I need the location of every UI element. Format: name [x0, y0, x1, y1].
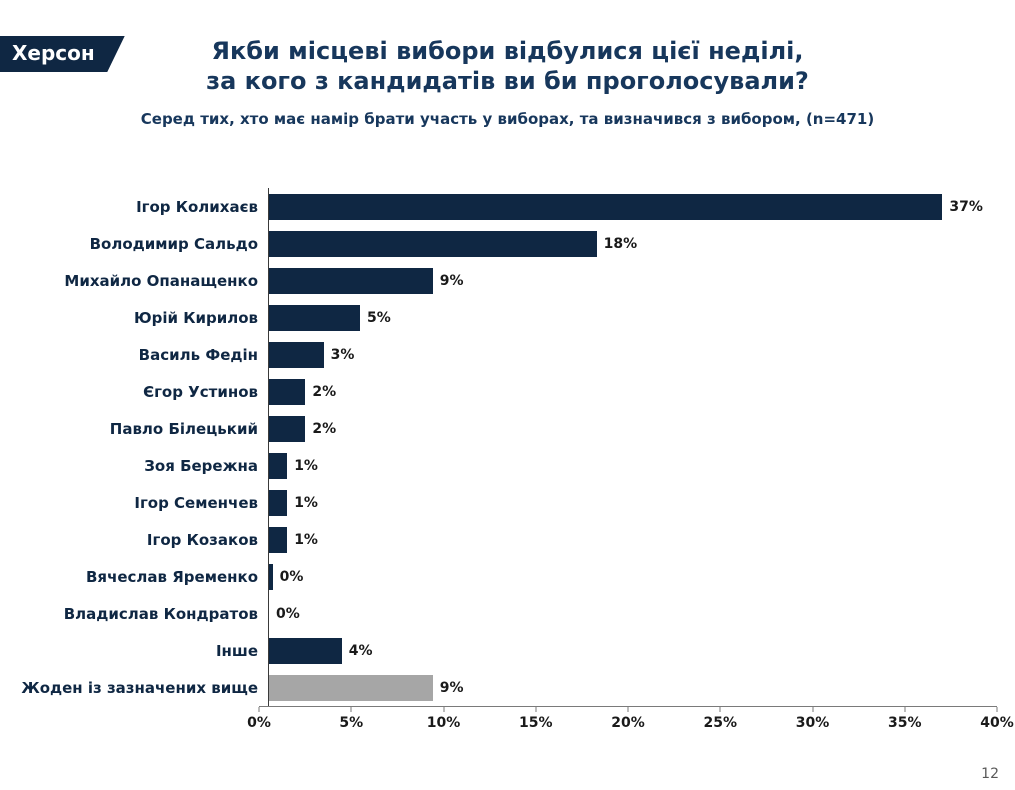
- value-label: 5%: [367, 309, 391, 326]
- bar: [269, 267, 433, 294]
- value-label: 9%: [439, 679, 464, 696]
- bar: [269, 637, 342, 664]
- bar-area: 2%: [268, 410, 997, 447]
- bar-area: 4%: [268, 632, 997, 669]
- chart-row: Інше 4%: [10, 632, 997, 669]
- category-label: Єгор Устинов: [143, 382, 258, 401]
- x-tick-label: 15%: [518, 715, 553, 731]
- category-label: Вячеслав Яременко: [86, 567, 258, 586]
- bar: [269, 304, 360, 331]
- category-label: Інше: [215, 641, 258, 660]
- value-label: 37%: [949, 198, 983, 215]
- bar: [269, 193, 943, 220]
- value-label: 9%: [439, 272, 464, 289]
- bar: [269, 452, 288, 479]
- chart-subtitle: Серед тих, хто має намір брати участь у …: [140, 110, 875, 128]
- region-badge: Херсон: [0, 36, 125, 72]
- category-label: Ігор Семенчев: [134, 493, 258, 512]
- x-tick-label: 20%: [611, 715, 645, 731]
- value-label: 1%: [294, 531, 318, 548]
- bar-area: 18%: [268, 225, 997, 262]
- bar: [269, 674, 433, 701]
- category-label: Ігор Козаков: [146, 530, 258, 549]
- bar: [269, 526, 288, 553]
- value-label: 2%: [312, 383, 337, 400]
- bar-area: 3%: [268, 336, 997, 373]
- bar-area: 0%: [268, 595, 997, 632]
- bar-area: 0%: [268, 558, 997, 595]
- value-label: 4%: [348, 642, 373, 659]
- region-badge-label: Херсон: [12, 41, 95, 65]
- chart-title-line2: за кого з кандидатів ви би проголосували…: [206, 67, 809, 95]
- x-tick-label: 40%: [980, 715, 1014, 731]
- x-tick-mark: [719, 707, 721, 712]
- category-label: Володимир Сальдо: [89, 234, 258, 253]
- x-tick-label: 5%: [339, 715, 364, 731]
- category-label: Михайло Опанащенко: [64, 271, 258, 290]
- chart-row: Зоя Бережна 1%: [10, 447, 997, 484]
- x-tick-label: 35%: [887, 715, 922, 731]
- category-label: Василь Федін: [138, 345, 258, 364]
- value-label: 0%: [276, 605, 300, 622]
- chart-row: Володимир Сальдо 18%: [10, 225, 997, 262]
- bar-area: 37%: [268, 188, 997, 225]
- value-label: 2%: [312, 420, 337, 437]
- value-label: 3%: [330, 346, 355, 363]
- x-tick-mark: [904, 707, 906, 712]
- bar: [269, 415, 306, 442]
- value-label: 18%: [603, 235, 638, 252]
- category-label: Владислав Кондратов: [63, 604, 258, 623]
- bar: [269, 378, 306, 405]
- chart-row: Михайло Опанащенко 9%: [10, 262, 997, 299]
- x-tick-label: 0%: [247, 715, 271, 731]
- value-label: 1%: [294, 494, 318, 511]
- chart-row: Вячеслав Яременко 0%: [10, 558, 997, 595]
- x-tick-mark: [535, 707, 537, 712]
- chart-row: Павло Білецький 2%: [10, 410, 997, 447]
- category-label: Зоя Бережна: [144, 456, 258, 475]
- x-tick-label: 10%: [426, 715, 461, 731]
- bar-area: 1%: [268, 484, 997, 521]
- bar-area: 5%: [268, 299, 997, 336]
- bar-area: 2%: [268, 373, 997, 410]
- chart-title: Якби місцеві вибори відбулися цієї неділ…: [0, 36, 1015, 96]
- plot-area: Ігор Колихаєв 37% Володимир Сальдо 18% Михай…: [10, 188, 997, 706]
- x-tick-mark: [350, 707, 352, 712]
- bar-chart: Ігор Колихаєв 37% Володимир Сальдо 18% Михай…: [10, 188, 1014, 737]
- bar: [269, 230, 597, 257]
- bar-area: 1%: [268, 521, 997, 558]
- category-label: Ігор Колихаєв: [136, 197, 258, 216]
- x-tick-label: 25%: [703, 715, 738, 731]
- x-tick-mark: [996, 707, 998, 712]
- x-tick-mark: [812, 707, 813, 712]
- chart-row: Ігор Семенчев 1%: [10, 484, 997, 521]
- page-number: 12: [981, 766, 999, 782]
- x-tick-mark: [258, 707, 260, 712]
- bar-area: 9%: [268, 262, 997, 299]
- chart-row: Жоден із зазначених вище 9%: [10, 669, 997, 706]
- x-tick-mark: [627, 707, 629, 712]
- chart-row: Ігор Колихаєв 37%: [10, 188, 997, 225]
- chart-row: Ігор Козаков 1%: [10, 521, 997, 558]
- chart-row: Василь Федін 3%: [10, 336, 997, 373]
- value-label: 0%: [279, 568, 304, 585]
- category-label: Павло Білецький: [109, 419, 258, 438]
- category-label: Юрій Кирилов: [133, 308, 258, 327]
- bar: [269, 563, 273, 590]
- category-label: Жоден із зазначених вище: [21, 678, 258, 697]
- chart-row: Єгор Устинов 2%: [10, 373, 997, 410]
- bar: [269, 489, 288, 516]
- x-tick-label: 30%: [795, 715, 830, 731]
- value-label: 1%: [294, 457, 318, 474]
- bar-area: 1%: [268, 447, 997, 484]
- x-tick-mark: [443, 707, 444, 712]
- chart-row: Юрій Кирилов 5%: [10, 299, 997, 336]
- chart-title-line1: Якби місцеві вибори відбулися цієї неділ…: [211, 37, 804, 65]
- x-axis: 0% 5% 10% 15% 20% 25% 30% 35% 40%: [247, 706, 1014, 737]
- bar-area: 9%: [268, 669, 997, 706]
- bar: [269, 341, 324, 368]
- chart-row: Владислав Кондратов 0%: [10, 595, 997, 632]
